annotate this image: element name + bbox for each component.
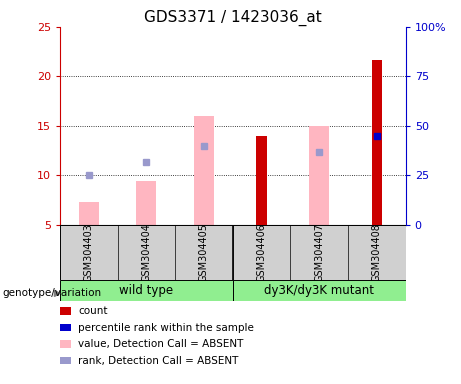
Text: GSM304404: GSM304404	[142, 223, 151, 282]
Text: GSM304405: GSM304405	[199, 223, 209, 282]
Text: GSM304407: GSM304407	[314, 223, 324, 282]
Title: GDS3371 / 1423036_at: GDS3371 / 1423036_at	[144, 9, 322, 25]
Text: percentile rank within the sample: percentile rank within the sample	[78, 323, 254, 333]
Text: genotype/variation: genotype/variation	[2, 288, 101, 298]
Text: rank, Detection Call = ABSENT: rank, Detection Call = ABSENT	[78, 356, 239, 366]
Text: wild type: wild type	[119, 285, 173, 297]
Bar	[136, 181, 156, 225]
Bar	[79, 202, 99, 225]
Bar	[60, 280, 233, 301]
Bar	[233, 280, 406, 301]
Text: count: count	[78, 306, 108, 316]
Bar	[256, 136, 267, 225]
Bar	[372, 60, 382, 225]
Text: GSM304408: GSM304408	[372, 223, 382, 282]
Bar	[194, 116, 214, 225]
Bar	[309, 126, 329, 225]
Text: GSM304403: GSM304403	[84, 223, 94, 282]
Text: GSM304406: GSM304406	[257, 223, 266, 282]
Text: value, Detection Call = ABSENT: value, Detection Call = ABSENT	[78, 339, 244, 349]
Text: dy3K/dy3K mutant: dy3K/dy3K mutant	[264, 285, 374, 297]
